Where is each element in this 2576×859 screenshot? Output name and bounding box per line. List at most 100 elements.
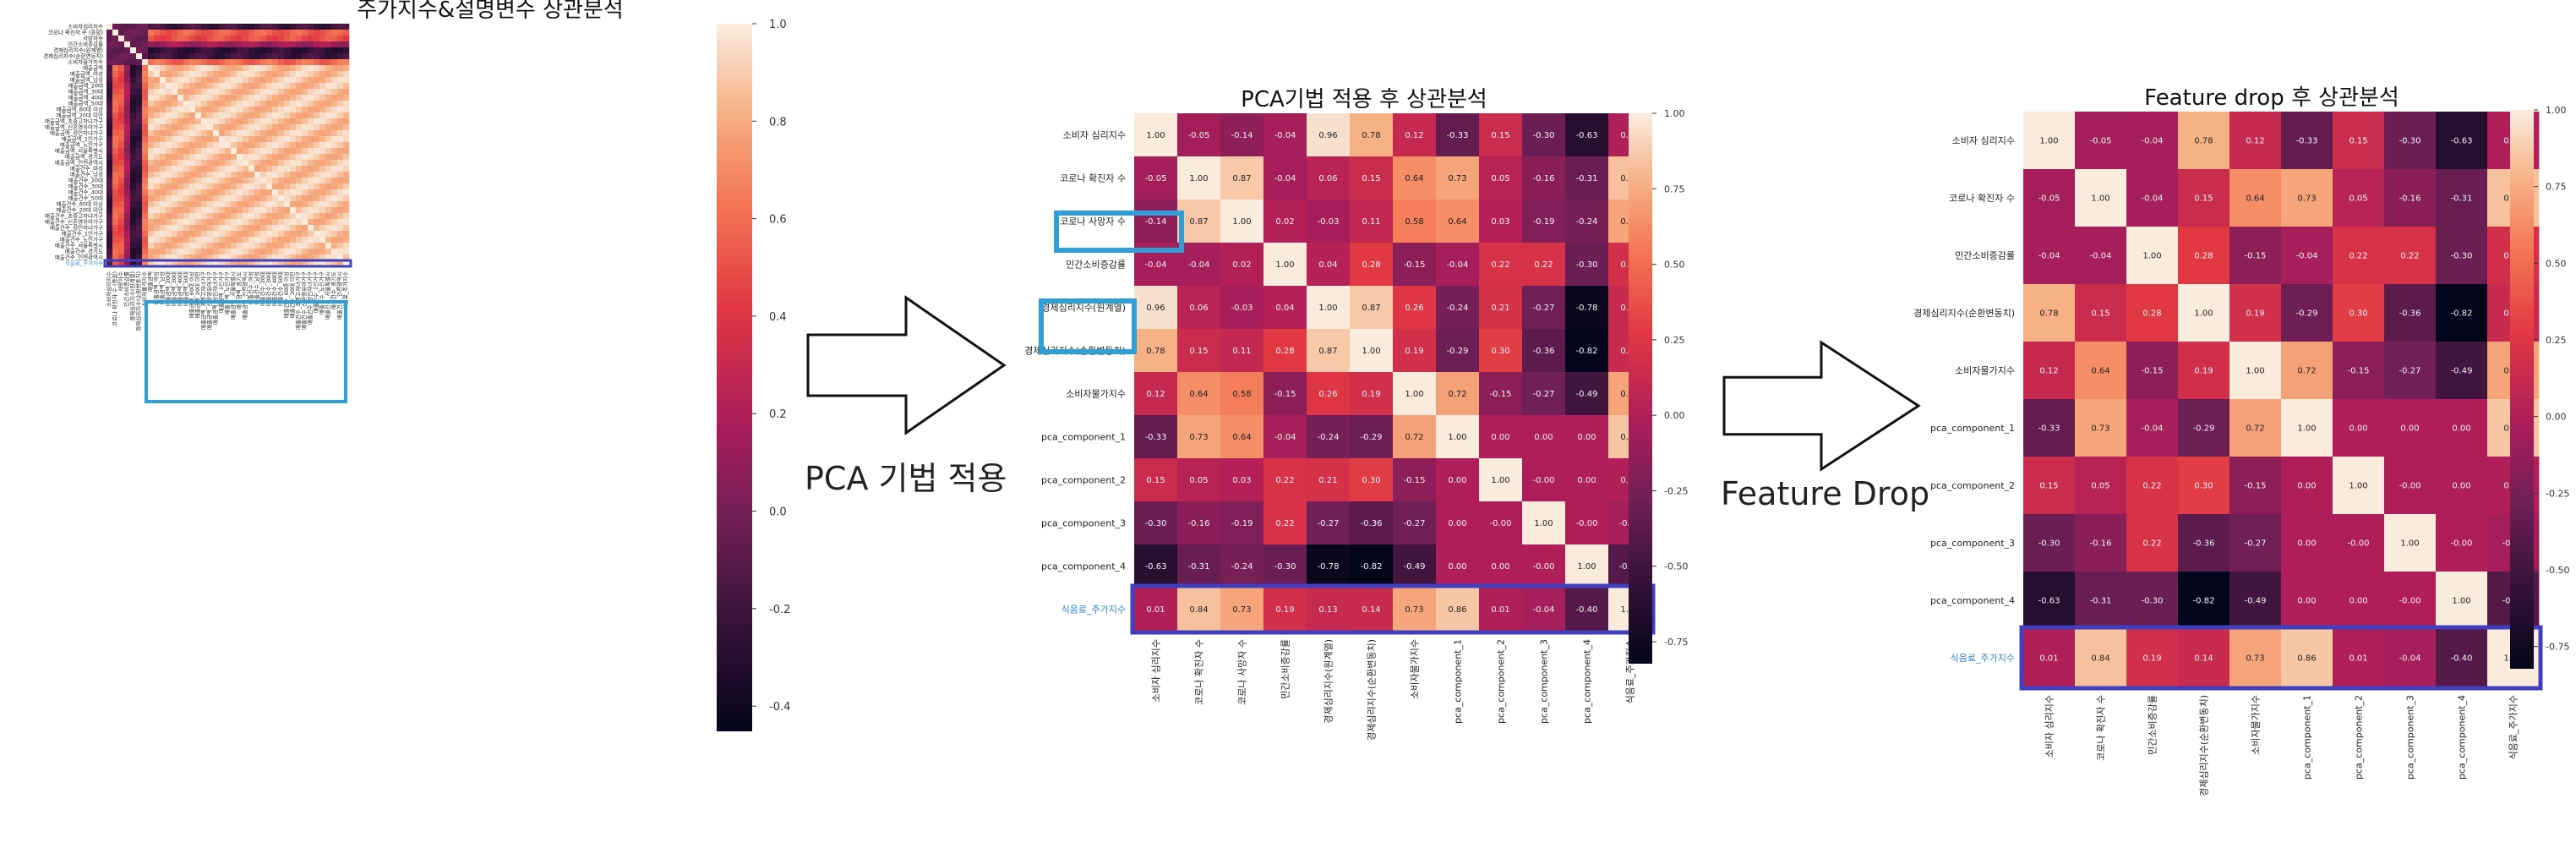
heatmap-2-cell bbox=[1436, 415, 1480, 459]
heatmap-1-cell bbox=[183, 207, 190, 214]
heatmap-3-colorbar-band bbox=[2510, 603, 2534, 609]
heatmap-3-colorbar-band bbox=[2510, 477, 2534, 483]
heatmap-2-cell bbox=[1220, 113, 1264, 157]
heatmap-2-cell bbox=[1522, 415, 1566, 459]
heatmap-1-cell bbox=[124, 148, 131, 155]
heatmap-1-cell bbox=[177, 254, 184, 261]
heatmap-1-cell bbox=[207, 107, 214, 113]
heatmap-1-cell bbox=[118, 30, 125, 36]
heatmap-1-cell bbox=[337, 213, 344, 220]
heatmap-3-colorbar-band bbox=[2510, 435, 2534, 441]
heatmap-1-cell bbox=[343, 130, 350, 137]
heatmap-1-cell bbox=[231, 24, 237, 30]
heatmap-1-cell bbox=[243, 53, 249, 60]
heatmap-2-cell bbox=[1393, 243, 1437, 287]
heatmap-1-cell bbox=[314, 237, 320, 243]
heatmap-1-colorbar-band bbox=[717, 612, 752, 620]
heatmap-1-cell bbox=[189, 77, 196, 84]
heatmap-1-cell bbox=[148, 178, 155, 184]
heatmap-1-cell bbox=[154, 53, 161, 60]
heatmap-1-cell bbox=[254, 195, 261, 202]
heatmap-1-cell bbox=[219, 83, 226, 90]
heatmap-1-cell bbox=[284, 142, 291, 149]
heatmap-3-cell-value: -0.00 bbox=[2399, 482, 2421, 491]
heatmap-2-colorbar-band bbox=[1629, 474, 1652, 481]
heatmap-1-cell bbox=[231, 254, 237, 261]
heatmap-2-cell-value: 0.73 bbox=[1405, 605, 1423, 615]
heatmap-1-cell bbox=[213, 189, 220, 196]
heatmap-1-cell bbox=[302, 83, 308, 90]
heatmap-1-cell bbox=[302, 225, 308, 232]
heatmap-1-cell bbox=[302, 124, 308, 131]
heatmap-1-cell bbox=[213, 47, 220, 54]
heatmap-1-cell bbox=[148, 41, 155, 48]
heatmap-1-cell bbox=[112, 166, 119, 172]
heatmap-1-cell bbox=[266, 243, 273, 249]
heatmap-1-cell bbox=[243, 36, 249, 42]
heatmap-1-colorbar-band bbox=[717, 412, 752, 419]
heatmap-1-cell bbox=[319, 183, 326, 190]
heatmap-1-cell bbox=[243, 95, 249, 101]
heatmap-1-cell bbox=[172, 47, 178, 54]
heatmap-1-cell bbox=[118, 101, 125, 107]
heatmap-2-cell bbox=[1134, 544, 1178, 588]
heatmap-2-colorbar-band bbox=[1629, 415, 1652, 421]
heatmap-1-cell bbox=[237, 207, 243, 214]
heatmap-2-cell-value: -0.16 bbox=[1188, 519, 1210, 528]
heatmap-1-cell bbox=[290, 118, 297, 125]
heatmap-2-colorbar-band bbox=[1629, 246, 1652, 252]
heatmap-1-cell bbox=[343, 254, 350, 261]
heatmap-1-cell bbox=[160, 243, 166, 249]
heatmap-3-cell-value: -0.30 bbox=[2399, 137, 2421, 146]
heatmap-3-colorbar-band bbox=[2510, 584, 2534, 590]
heatmap-1-cell bbox=[130, 71, 137, 78]
heatmap-3-colorbar-band bbox=[2510, 640, 2534, 646]
heatmap-1-cell bbox=[112, 249, 119, 255]
heatmap-1-cell bbox=[177, 183, 184, 190]
heatmap-1-cell bbox=[106, 107, 113, 113]
heatmap-1-cell bbox=[278, 130, 285, 137]
heatmap-1-cell bbox=[177, 124, 184, 131]
heatmap-1-cell bbox=[213, 107, 220, 113]
heatmap-1-cell bbox=[278, 124, 285, 131]
heatmap-1-cell bbox=[331, 166, 338, 172]
heatmap-1-colorbar-band bbox=[717, 707, 752, 714]
heatmap-3-cell bbox=[2023, 227, 2076, 285]
heatmap-1-cell bbox=[219, 166, 226, 172]
heatmap-2-cell bbox=[1263, 544, 1307, 588]
heatmap-1-cell bbox=[148, 243, 155, 249]
heatmap-1-colorbar-band bbox=[717, 689, 752, 697]
heatmap-2-cell-value: -0.04 bbox=[1188, 260, 1210, 270]
heatmap-1-cell bbox=[148, 89, 155, 96]
heatmap-1-cell bbox=[183, 130, 190, 137]
heatmap-1-cell bbox=[177, 225, 184, 232]
heatmap-3-colorbar-band bbox=[2510, 505, 2534, 511]
heatmap-3-colorbar-band bbox=[2510, 305, 2534, 311]
heatmap-1-col-label: 매출건수_60대 이상 bbox=[282, 271, 290, 318]
heatmap-1-cell bbox=[201, 124, 208, 131]
heatmap-3-cell-value: -0.40 bbox=[2451, 654, 2473, 664]
heatmap-1-cell bbox=[319, 118, 326, 125]
heatmap-1-cell bbox=[290, 237, 297, 243]
heatmap-1-cell bbox=[331, 118, 338, 125]
heatmap-2-cell-value: 0.73 bbox=[1189, 433, 1208, 442]
heatmap-2-colorbar-band bbox=[1629, 360, 1652, 366]
heatmap-1-cell bbox=[195, 237, 202, 243]
heatmap-3-cell-value: -0.04 bbox=[2399, 654, 2421, 664]
heatmap-1-cell bbox=[172, 36, 178, 42]
heatmap-3-cell bbox=[2281, 342, 2333, 400]
heatmap-1-cell bbox=[225, 112, 232, 119]
heatmap-1-cell bbox=[314, 95, 320, 101]
heatmap-1-cell bbox=[302, 71, 308, 78]
heatmap-2-cell-value: 0.04 bbox=[1275, 304, 1294, 313]
heatmap-2-cell bbox=[1263, 113, 1307, 157]
heatmap-1-cell bbox=[231, 107, 237, 113]
heatmap-3-colorbar-band bbox=[2510, 198, 2534, 204]
heatmap-2-cell-value: 0.78 bbox=[1146, 347, 1165, 356]
heatmap-1-colorbar-band bbox=[717, 489, 752, 496]
heatmap-1-cell bbox=[201, 107, 208, 113]
heatmap-3-cell-value: -0.82 bbox=[2451, 309, 2473, 319]
heatmap-2-cell bbox=[1479, 415, 1523, 459]
heatmap-1-cell bbox=[243, 24, 249, 30]
heatmap-3-cell bbox=[2281, 572, 2333, 630]
